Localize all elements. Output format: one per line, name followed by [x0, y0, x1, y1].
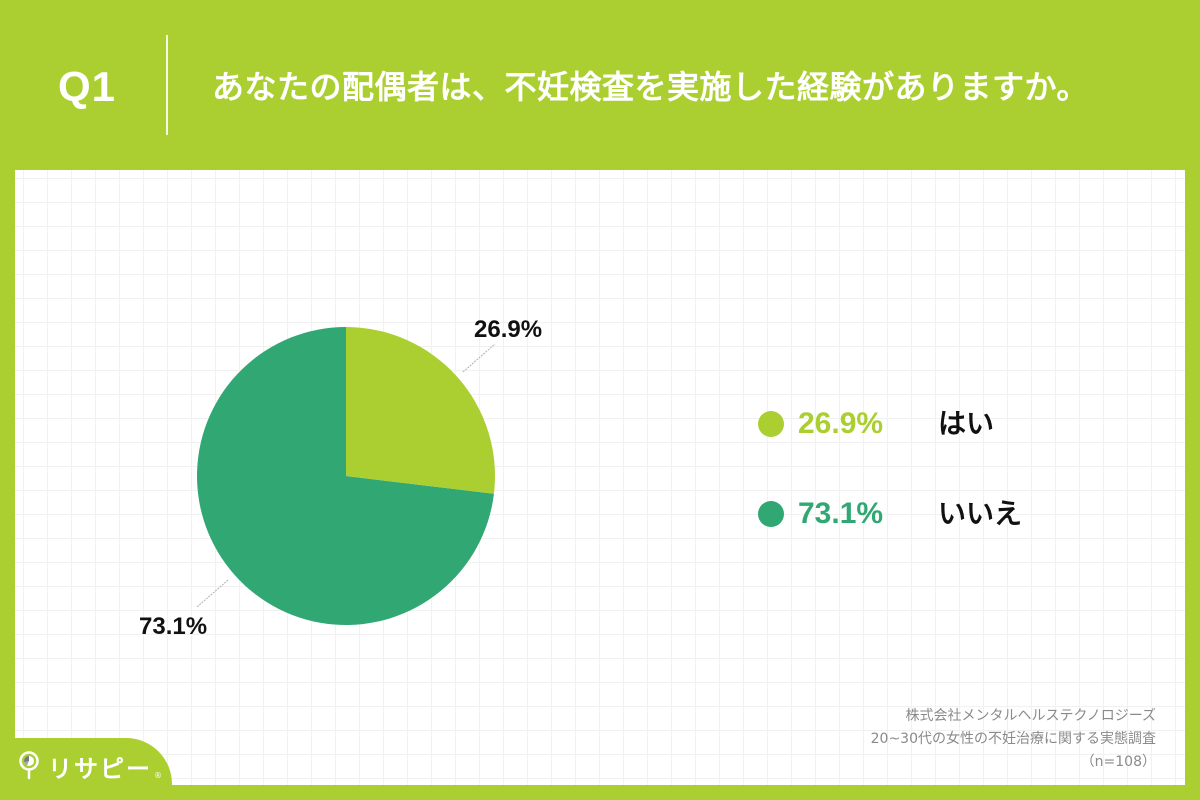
header-divider [166, 35, 168, 135]
legend-label-yes: はい [938, 407, 995, 440]
question-number: Q1 [58, 63, 117, 110]
pie-slice-no [197, 327, 494, 625]
pie-label-no: 73.1% [139, 613, 208, 640]
legend-dot-yes-icon [758, 411, 784, 437]
pie-slice-yes [346, 327, 496, 494]
legend-dot-no-icon [758, 501, 784, 527]
leader-line-no [196, 579, 229, 608]
chart-panel: 26.9% 73.1% 26.9% はい 73.1% いいえ 株式会社メンタルヘ… [15, 170, 1185, 785]
chart-legend: 26.9% はい 73.1% いいえ [758, 402, 1022, 582]
pie-label-yes: 26.9% [474, 316, 543, 343]
source-survey: 20~30代の女性の不妊治療に関する実態調査 [870, 731, 1156, 747]
question-header: Q1 あなたの配偶者は、不妊検査を実施した経験がありますか。 [0, 0, 1200, 170]
registered-mark: ® [154, 770, 162, 780]
legend-item-no: 73.1% いいえ [758, 492, 1022, 536]
leader-line-yes [462, 343, 496, 373]
legend-pct-yes: 26.9% [798, 407, 884, 440]
legend-item-yes: 26.9% はい [758, 402, 1022, 446]
map-pin-pie-icon [19, 751, 39, 780]
legend-label-no: いいえ [938, 497, 1023, 530]
source-note: 株式会社メンタルヘルステクノロジーズ 20~30代の女性の不妊治療に関する実態調… [871, 705, 1156, 774]
brand-logo: リサピー ® [18, 748, 162, 784]
legend-pct-no: 73.1% [798, 497, 884, 530]
question-title: あなたの配偶者は、不妊検査を実施した経験がありますか。 [212, 68, 1089, 106]
pie-chart [196, 327, 496, 625]
source-company: 株式会社メンタルヘルステクノロジーズ [905, 708, 1156, 724]
logo-text: リサピー [48, 754, 152, 783]
source-sample-size: （n=108） [1080, 754, 1156, 770]
